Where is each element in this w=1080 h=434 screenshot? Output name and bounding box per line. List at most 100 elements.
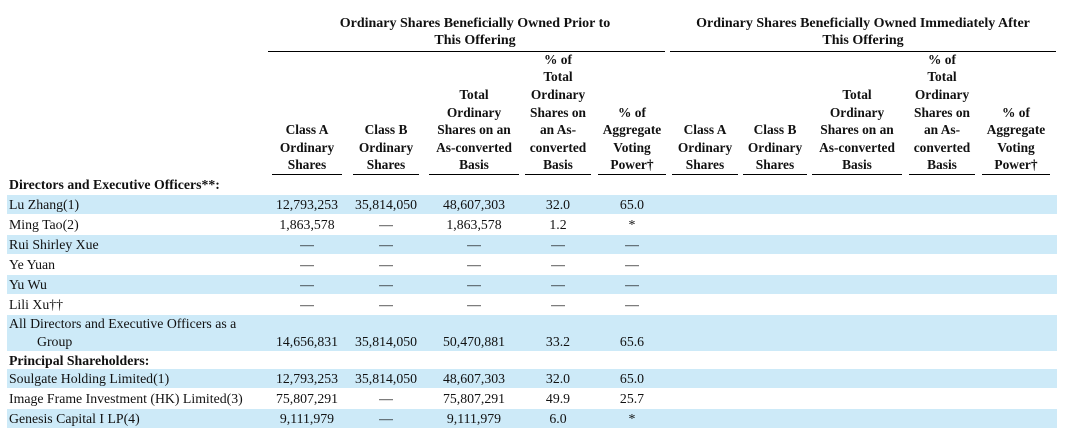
- cell-value: 65.0: [619, 371, 645, 386]
- column-header-line: Aggregate: [986, 122, 1046, 138]
- column-header-line: As-converted: [436, 139, 512, 155]
- table-row: Genesis Capital I LP(4) 9,111,979 — 9,111,9…: [7, 409, 1057, 428]
- table-row: Rui Shirley Xue — — — — —: [7, 235, 1057, 254]
- column-header: Class B Ordinary Shares: [353, 121, 419, 175]
- cell-value: —: [379, 237, 393, 252]
- cell-value: 48,607,303: [442, 197, 506, 212]
- column-header-line: Basis: [429, 156, 519, 175]
- cell-value: 50,470,881: [442, 334, 506, 349]
- cell-value: 9,111,979: [446, 411, 502, 426]
- row-label: Ye Yuan: [9, 257, 55, 272]
- cell-value: —: [551, 237, 565, 252]
- row-label: Soulgate Holding Limited(1): [9, 371, 170, 386]
- cell-value: —: [551, 297, 565, 312]
- group-header-prior: Ordinary Shares Beneficially Owned Prior…: [300, 15, 650, 49]
- table-row: Ye Yuan — — — — —: [7, 255, 1057, 274]
- cell-value: 1.2: [549, 217, 567, 232]
- cell-value: 65.0: [619, 197, 645, 212]
- group-header-prior-rule: [268, 51, 665, 52]
- column-header-line: converted: [529, 139, 587, 155]
- cell-value: —: [625, 277, 639, 292]
- group-header-after: Ordinary Shares Beneficially Owned Immed…: [668, 15, 1058, 49]
- cell-value: 12,793,253: [275, 197, 339, 212]
- column-header-line: Ordinary: [446, 104, 502, 120]
- cell-value: —: [300, 237, 314, 252]
- row-label: Genesis Capital I LP(4): [9, 411, 140, 426]
- column-header-line: Ordinary: [914, 87, 970, 103]
- column-header-line: Shares on: [530, 104, 586, 120]
- column-header-line: Ordinary: [829, 104, 885, 120]
- cell-value: 25.7: [619, 391, 645, 406]
- column-header: Class A Ordinary Shares: [272, 121, 342, 175]
- column-header-line: Shares on an: [437, 122, 511, 138]
- cell-value: —: [551, 277, 565, 292]
- cell-value: —: [379, 297, 393, 312]
- column-header-line: Ordinary: [530, 87, 586, 103]
- group-header-prior-line-2: This Offering: [434, 33, 516, 48]
- table-row: Soulgate Holding Limited(1) 12,793,253 35,…: [7, 369, 1057, 388]
- column-header-line: Voting: [613, 139, 651, 155]
- cell-value: 35,814,050: [354, 197, 418, 212]
- cell-value: 12,793,253: [275, 371, 339, 386]
- cell-value: *: [628, 411, 636, 426]
- row-label-continued: Group: [37, 334, 73, 349]
- column-header-line: Shares: [272, 156, 342, 175]
- group-header-after-line-2: This Offering: [822, 33, 904, 48]
- cell-value: 35,814,050: [354, 371, 418, 386]
- column-header: % of Total Ordinary Shares on an As-converte…: [909, 51, 975, 175]
- row-label: All Directors and Executive Officers as …: [9, 316, 237, 331]
- column-header: Total Ordinary Shares on an As-converted Bas…: [429, 86, 519, 175]
- cell-value: —: [379, 257, 393, 272]
- cell-value: 14,656,831: [275, 334, 339, 349]
- column-header-line: Shares: [353, 156, 419, 175]
- table-row: Ming Tao(2) 1,863,578 — 1,863,578 1.2 *: [7, 215, 1057, 234]
- column-header: % of Aggregate Voting Power†: [598, 104, 666, 175]
- cell-value: *: [628, 217, 636, 232]
- column-header-line: Ordinary: [677, 139, 733, 155]
- table-row: Lili Xu†† — — — — —: [7, 295, 1057, 314]
- cell-value: 32.0: [545, 371, 571, 386]
- column-header-line: an As-: [539, 122, 577, 138]
- column-header-line: Class A: [285, 122, 329, 138]
- column-header-line: Ordinary: [747, 139, 803, 155]
- column-header-line: % of: [544, 51, 572, 67]
- cell-value: —: [467, 277, 481, 292]
- cell-value: 33.2: [545, 334, 571, 349]
- cell-value: 9,111,979: [279, 411, 335, 426]
- cell-value: 6.0: [549, 411, 567, 426]
- column-header-line: Class A: [683, 122, 727, 138]
- cell-value: —: [379, 217, 393, 232]
- column-header-line: an As-: [923, 122, 961, 138]
- column-header-line: % of: [1002, 104, 1030, 120]
- row-label: Rui Shirley Xue: [9, 237, 99, 252]
- cell-value: 48,607,303: [442, 371, 506, 386]
- column-header-line: Class B: [753, 122, 797, 138]
- column-header-line: Aggregate: [602, 122, 662, 138]
- row-label: Yu Wu: [9, 277, 47, 292]
- column-header-line: Total: [543, 69, 573, 85]
- column-header-line: Basis: [909, 156, 975, 175]
- column-header-line: Shares on: [914, 104, 970, 120]
- group-header-prior-line-1: Ordinary Shares Beneficially Owned Prior…: [339, 16, 611, 31]
- column-header-line: Shares: [743, 156, 807, 175]
- column-header-line: Shares on an: [820, 122, 894, 138]
- cell-value: 35,814,050: [354, 334, 418, 349]
- cell-value: —: [379, 391, 393, 406]
- cell-value: 65.6: [619, 334, 645, 349]
- column-header: % of Aggregate Voting Power†: [982, 104, 1050, 175]
- cell-value: 1,863,578: [279, 217, 335, 232]
- cell-value: —: [625, 257, 639, 272]
- column-header-line: Power†: [598, 156, 666, 175]
- cell-value: 49.9: [545, 391, 571, 406]
- section-header-row: Directors and Executive Officers**:: [7, 176, 1057, 193]
- column-header-line: Voting: [997, 139, 1035, 155]
- table-row: Image Frame Investment (HK) Limited(3) 75…: [7, 389, 1057, 408]
- section-label: Principal Shareholders:: [9, 353, 150, 368]
- cell-value: —: [467, 237, 481, 252]
- column-header-line: Total: [459, 87, 489, 103]
- column-header-line: Ordinary: [358, 139, 414, 155]
- cell-value: 1,863,578: [446, 217, 502, 232]
- row-label: Lili Xu††: [9, 297, 64, 312]
- cell-value: —: [379, 277, 393, 292]
